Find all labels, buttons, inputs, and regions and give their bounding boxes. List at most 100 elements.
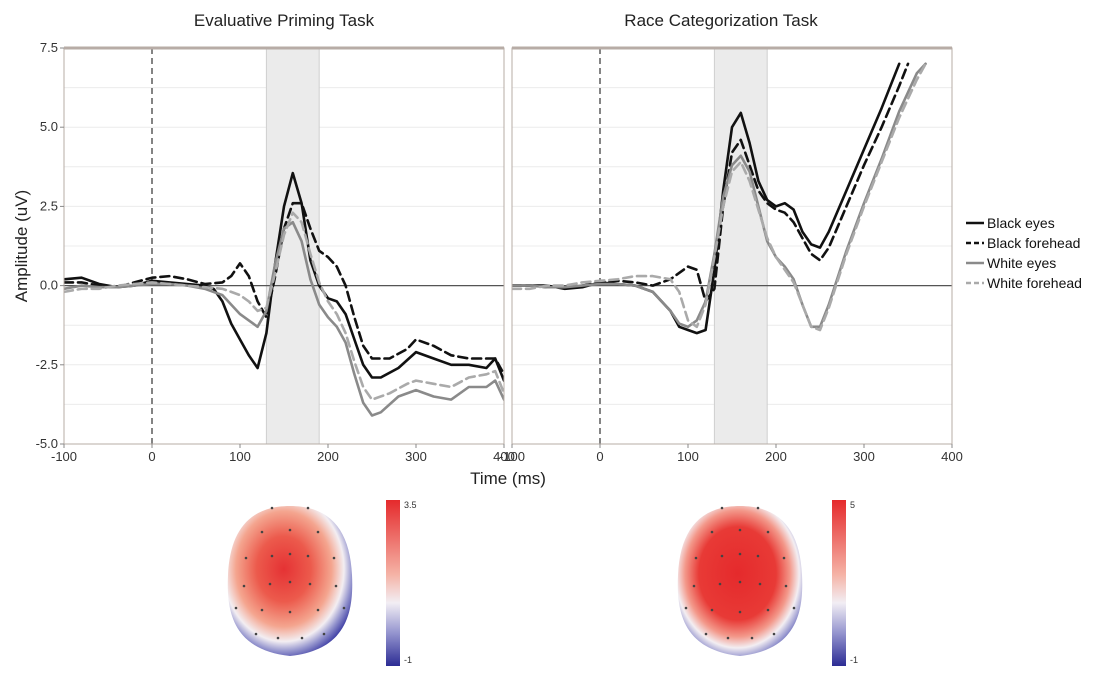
x-tick-label: 400 <box>493 449 515 464</box>
legend-label: Black eyes <box>987 215 1055 231</box>
electrode-marker <box>772 632 776 636</box>
electrode-marker <box>710 608 714 612</box>
series-line-black-forehead <box>512 62 910 303</box>
series-lines <box>64 171 504 417</box>
colorbar-min-label: -1 <box>404 655 412 665</box>
topomap-race-categorization: 5 -1 <box>677 500 858 666</box>
series-lines <box>512 62 927 335</box>
electrode-marker <box>306 506 310 510</box>
series-line-black-forehead <box>64 201 504 376</box>
electrode-marker <box>276 636 280 640</box>
topomap-evaluative-priming: 3.5 -1 <box>227 500 417 666</box>
y-tick-label: -5.0 <box>36 436 58 451</box>
electrode-marker <box>260 608 264 612</box>
electrode-marker <box>756 554 760 558</box>
electrode-markers <box>234 506 346 640</box>
y-tick-label: -2.5 <box>36 357 58 372</box>
electrode-marker <box>766 530 770 534</box>
y-axis-label: Amplitude (uV) <box>12 190 31 302</box>
shaded-time-window <box>713 47 768 445</box>
electrode-marker <box>738 528 742 532</box>
x-tick-label: 100 <box>229 449 251 464</box>
series-line-white-forehead <box>512 62 927 332</box>
electrode-marker <box>684 606 688 610</box>
x-tick-label: 300 <box>405 449 427 464</box>
electrode-marker <box>726 636 730 640</box>
electrode-marker <box>288 610 292 614</box>
x-tick-label: 400 <box>941 449 963 464</box>
electrode-marker <box>316 530 320 534</box>
series-line-white-forehead <box>64 211 504 401</box>
electrode-marker <box>332 556 336 560</box>
x-tick-labels: -100 0 100 200 300 400 <box>51 444 515 464</box>
electrode-marker <box>750 636 754 640</box>
electrode-marker <box>322 632 326 636</box>
electrode-marker <box>710 530 714 534</box>
electrode-marker <box>782 556 786 560</box>
electrode-marker <box>342 606 346 610</box>
electrode-marker <box>692 584 696 588</box>
electrode-marker <box>288 552 292 556</box>
y-tick-labels: -5.0 -2.5 0.0 2.5 5.0 7.5 <box>36 40 64 451</box>
colorbar <box>832 500 846 666</box>
colorbar <box>386 500 400 666</box>
electrode-marker <box>766 608 770 612</box>
electrode-marker <box>720 554 724 558</box>
electrode-marker <box>704 632 708 636</box>
electrode-marker <box>242 584 246 588</box>
electrode-marker <box>316 608 320 612</box>
electrode-marker <box>308 582 312 586</box>
x-tick-label: 100 <box>677 449 699 464</box>
x-tick-labels: -100 0 100 200 300 400 <box>499 444 963 464</box>
x-tick-label: -100 <box>51 449 77 464</box>
electrode-marker <box>738 580 742 584</box>
electrode-marker <box>300 636 304 640</box>
colorbar-max-label: 3.5 <box>404 500 417 510</box>
x-tick-label: 300 <box>853 449 875 464</box>
electrode-marker <box>756 506 760 510</box>
y-tick-label: 2.5 <box>40 198 58 213</box>
x-tick-label: 0 <box>596 449 603 464</box>
electrode-marker <box>288 580 292 584</box>
electrode-marker <box>244 556 248 560</box>
electrode-marker <box>270 506 274 510</box>
electrode-marker <box>260 530 264 534</box>
electrode-marker <box>306 554 310 558</box>
electrode-marker <box>758 582 762 586</box>
x-tick-label: -100 <box>499 449 525 464</box>
electrode-marker <box>738 552 742 556</box>
y-tick-label: 0.0 <box>40 278 58 293</box>
x-axis-label: Time (ms) <box>470 469 546 488</box>
y-tick-label: 7.5 <box>40 40 58 55</box>
y-tick-label: 5.0 <box>40 119 58 134</box>
legend-label: Black forehead <box>987 235 1080 251</box>
electrode-marker <box>234 606 238 610</box>
legend-label: White eyes <box>987 255 1056 271</box>
electrode-marker <box>694 556 698 560</box>
x-tick-label: 200 <box>765 449 787 464</box>
legend: Black eyes Black forehead White eyes White … <box>966 215 1082 291</box>
x-tick-label: 0 <box>148 449 155 464</box>
panel-title: Evaluative Priming Task <box>194 11 375 30</box>
electrode-markers <box>684 506 796 640</box>
panel-title: Race Categorization Task <box>624 11 818 30</box>
colorbar-max-label: 5 <box>850 500 855 510</box>
electrode-marker <box>334 584 338 588</box>
electrode-marker <box>784 584 788 588</box>
legend-label: White forehead <box>987 275 1082 291</box>
electrode-marker <box>254 632 258 636</box>
electrode-marker <box>288 528 292 532</box>
electrode-marker <box>792 606 796 610</box>
shaded-time-window <box>265 47 320 445</box>
electrode-marker <box>270 554 274 558</box>
x-tick-label: 200 <box>317 449 339 464</box>
electrode-marker <box>268 582 272 586</box>
colorbar-min-label: -1 <box>850 655 858 665</box>
evaluative-priming-panel: Evaluative Priming Task -100 0 100 200 300 40… <box>36 11 515 464</box>
electrode-marker <box>720 506 724 510</box>
electrode-marker <box>738 610 742 614</box>
electrode-marker <box>718 582 722 586</box>
race-categorization-panel: Race Categorization Task -100 0 100 200 300 4… <box>499 11 963 464</box>
series-line-black-eyes <box>64 171 504 382</box>
